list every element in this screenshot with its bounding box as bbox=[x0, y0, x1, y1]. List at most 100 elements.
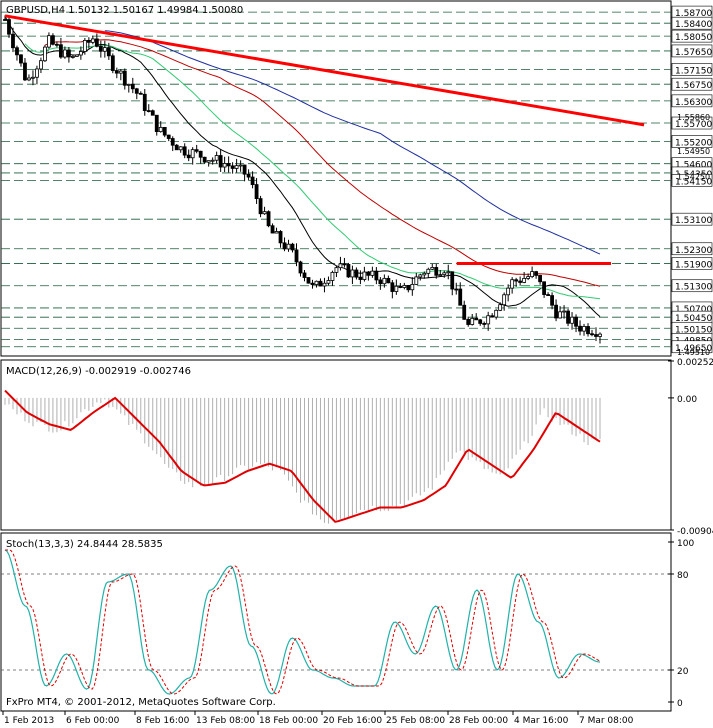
candle-body bbox=[338, 263, 343, 269]
candle-body bbox=[146, 110, 151, 112]
candle-body bbox=[370, 270, 375, 276]
time-axis: 1 Feb 2013 6 Feb 00:00 8 Feb 16:00 13 Feb 0… bbox=[2, 711, 634, 726]
candle-body bbox=[454, 288, 459, 291]
price-label: 1.51300 bbox=[675, 283, 712, 293]
candle-body bbox=[298, 261, 303, 274]
candle-body bbox=[294, 249, 299, 263]
time-tick-label: 28 Feb 00:00 bbox=[449, 716, 508, 726]
macd-tick-label: 0.00 bbox=[677, 395, 697, 405]
price-label: 1.50450 bbox=[675, 314, 712, 324]
stoch-signal-line bbox=[5, 549, 601, 695]
candle-body bbox=[226, 163, 231, 167]
candle-body bbox=[582, 326, 586, 332]
candle-body bbox=[542, 281, 546, 295]
candle-body bbox=[51, 35, 55, 45]
price-label-box bbox=[671, 16, 713, 30]
candle-body bbox=[478, 319, 483, 324]
time-tick-label: 18 Feb 00:00 bbox=[259, 716, 318, 726]
price-label-box bbox=[671, 63, 713, 76]
candle-body bbox=[19, 54, 23, 64]
candle-body bbox=[154, 114, 159, 133]
candle-body bbox=[570, 316, 574, 324]
candle-body bbox=[190, 149, 195, 159]
candle-body bbox=[90, 38, 95, 43]
candle-body bbox=[35, 68, 39, 78]
macd-signal-line bbox=[4, 389, 601, 523]
macd-tick-label: 0.002525 bbox=[677, 358, 713, 368]
candle-body bbox=[534, 271, 539, 276]
candle-body bbox=[410, 283, 415, 291]
candle-body bbox=[342, 263, 347, 266]
candle-body bbox=[458, 288, 463, 306]
candle-body bbox=[386, 277, 391, 284]
price-label: 1.56750 bbox=[675, 81, 712, 91]
candle-body bbox=[330, 271, 335, 281]
macd-signal-path bbox=[4, 389, 601, 523]
macd-header: MACD(12,26,9) -0.002919 -0.002746 bbox=[6, 366, 191, 377]
candle-body bbox=[414, 276, 419, 285]
time-tick-label: 4 Mar 16:00 bbox=[514, 716, 569, 726]
candle-body bbox=[198, 150, 203, 158]
candle-body bbox=[39, 60, 43, 70]
candle-body bbox=[23, 62, 27, 81]
candle-body bbox=[142, 93, 147, 111]
candle-body bbox=[526, 276, 531, 279]
stoch-lines bbox=[4, 549, 601, 695]
candle-body bbox=[3, 19, 7, 21]
candle-body bbox=[70, 56, 75, 58]
candle-body bbox=[402, 285, 407, 288]
candle-body bbox=[130, 83, 135, 90]
watermark: FxPro MT4, © 2001-2012, MetaQuotes Softw… bbox=[6, 697, 276, 708]
candle-body bbox=[426, 268, 431, 274]
candle-body bbox=[262, 211, 267, 215]
candle-body bbox=[186, 154, 191, 159]
time-tick-label: 25 Feb 08:00 bbox=[386, 716, 445, 726]
candle-body bbox=[498, 304, 503, 311]
candle-body bbox=[27, 77, 31, 81]
candle-body bbox=[138, 92, 143, 95]
candle-body bbox=[554, 304, 558, 319]
candle-body bbox=[594, 334, 598, 337]
candle-body bbox=[510, 279, 515, 289]
candle-body bbox=[462, 304, 467, 320]
stoch-axis: 100 80 20 0 bbox=[668, 539, 694, 709]
candle-body bbox=[222, 163, 227, 168]
candle-body bbox=[306, 277, 311, 284]
price-label: 1.53100 bbox=[675, 216, 712, 226]
price-label-box bbox=[671, 135, 713, 148]
stoch-main-line bbox=[4, 549, 601, 695]
candle-body bbox=[278, 231, 283, 244]
candle-body bbox=[234, 165, 239, 169]
candle-body bbox=[502, 294, 507, 306]
candle-body bbox=[106, 47, 111, 57]
time-tick-label: 20 Feb 16:00 bbox=[323, 716, 382, 726]
price-label: 1.55700 bbox=[675, 120, 712, 130]
candle-body bbox=[11, 33, 15, 49]
stoch-header: Stoch(13,3,3) 24.8444 28.5835 bbox=[6, 539, 163, 550]
candle-body bbox=[422, 272, 427, 276]
candle-body bbox=[126, 83, 131, 86]
stoch-tick-label: 20 bbox=[677, 667, 689, 677]
price-minor-label: 1.54250 bbox=[677, 173, 710, 182]
candle-body bbox=[110, 55, 115, 71]
candle-body bbox=[466, 318, 471, 325]
macd-tick-label: -0.00904 bbox=[677, 527, 713, 537]
candle-body bbox=[166, 134, 171, 139]
candle-body bbox=[47, 35, 51, 48]
candle-body bbox=[242, 164, 247, 175]
candle-body bbox=[506, 287, 511, 296]
candle-body bbox=[78, 51, 83, 56]
price-label: 1.54150 bbox=[675, 177, 712, 187]
time-tick-label: 13 Feb 08:00 bbox=[196, 716, 255, 726]
candle-body bbox=[98, 45, 103, 52]
candle-body bbox=[378, 279, 383, 285]
main-header: GBPUSD,H4 1.50132 1.50167 1.49984 1.5008… bbox=[6, 5, 243, 16]
price-label: 1.51900 bbox=[675, 261, 712, 271]
price-label-box bbox=[671, 212, 713, 226]
trendlines bbox=[4, 14, 645, 266]
stoch-panel-frame bbox=[0, 532, 672, 712]
candle-body bbox=[246, 173, 251, 178]
price-label-box bbox=[671, 29, 713, 43]
candle-body bbox=[566, 310, 570, 324]
